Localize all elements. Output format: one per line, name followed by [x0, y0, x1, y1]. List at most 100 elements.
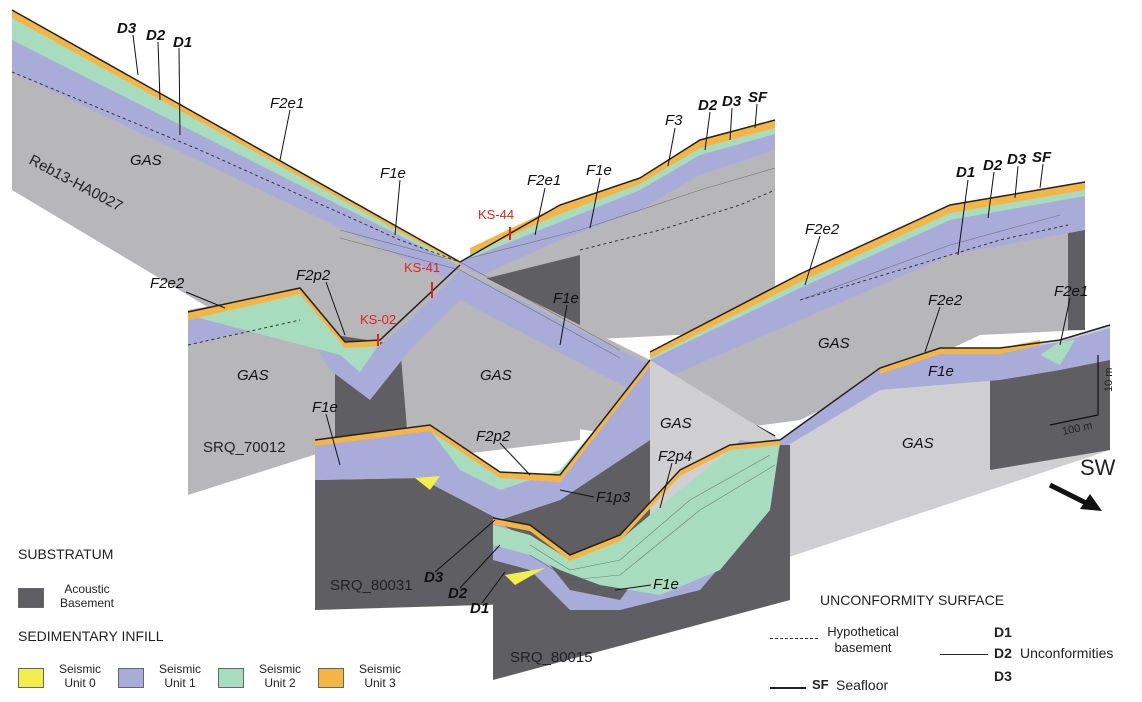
profile-srq80015: SRQ_80015 [510, 649, 593, 666]
label-d3-upper: D3 [722, 93, 742, 110]
p80031-unit2 [430, 400, 620, 490]
sw-direction: SW [1048, 455, 1116, 511]
legend-basement-line2: Basement [59, 596, 115, 610]
reflector-line [529, 454, 771, 571]
p80015-seafloor [492, 439, 781, 556]
label-d1-right: D1 [956, 164, 975, 181]
panel-srq-80015 [492, 439, 790, 680]
leader-line [279, 109, 291, 161]
label-gas-reb: GAS [130, 152, 162, 169]
legend-unit2-swatch [218, 668, 244, 688]
leader-line [157, 41, 161, 101]
legend-d2: D2 [994, 645, 1012, 661]
label-gas-mid: GAS [480, 367, 512, 384]
lr-basement [990, 350, 1110, 470]
legend-unit3-swatch [318, 668, 344, 688]
fr-unit1 [650, 188, 1085, 385]
leader-line [667, 127, 676, 167]
label-f2e1-reb: F2e1 [270, 95, 304, 112]
leader-line [729, 107, 733, 141]
label-d3-top: D3 [117, 20, 137, 37]
leader-line [704, 111, 711, 151]
legend-unit0-line2: Unit 0 [64, 676, 96, 690]
label-gas-70012: GAS [237, 367, 269, 384]
leader-line [957, 179, 969, 256]
sw-label: SW [1080, 455, 1116, 480]
p80031-unit1 [315, 365, 650, 520]
label-f1p3: F1p3 [596, 489, 631, 506]
label-f1e-mid: F1e [553, 290, 579, 307]
label-d3-right: D3 [1007, 151, 1027, 168]
label-f1e-80031: F1e [312, 399, 338, 416]
legend-unit2-line2: Unit 2 [264, 676, 296, 690]
legend-unit2-label: Seismic Unit 2 [250, 662, 310, 690]
leader-line [987, 171, 995, 219]
sw-arrow-shaft [1048, 482, 1092, 508]
legend-substratum: SUBSTRATUM [18, 546, 113, 562]
leader-line [924, 306, 941, 353]
legend-unit3-line1: Seismic [358, 662, 401, 676]
label-f2e1-upper: F2e1 [527, 172, 561, 189]
legend-sf-code: SF [812, 677, 829, 692]
ur-seafloor [459, 119, 776, 263]
p80031-seafloor [314, 359, 651, 476]
leader-line [1059, 297, 1071, 346]
panel-far-right [649, 181, 1086, 440]
sw-arrow-head [1080, 494, 1102, 511]
ur-unit2 [470, 124, 775, 258]
leader-line [499, 442, 531, 476]
leader-line [481, 571, 506, 604]
p80031-unit0 [415, 476, 440, 490]
leader-line [534, 187, 546, 236]
label-gas-lower-right: GAS [902, 435, 934, 452]
legend-unit3-label: Seismic Unit 3 [350, 662, 410, 690]
leader-line [659, 462, 673, 509]
ur-unit3 [470, 120, 775, 254]
reflector-line [529, 464, 776, 581]
label-f1e-lower-right: F1e [928, 363, 954, 380]
leader-line [804, 235, 821, 286]
leader-line [589, 177, 601, 229]
legend-substratum-title: SUBSTRATUM [18, 546, 114, 562]
label-f2e2-left: F2e2 [150, 275, 185, 292]
reflector-line [339, 229, 621, 351]
leader-line [559, 489, 595, 498]
label-gas-80031: GAS [660, 415, 692, 432]
legend-unconformity-title: UNCONFORMITY SURFACE [820, 592, 1005, 608]
label-f3: F3 [665, 112, 683, 129]
legend-unit1-line1: Seismic [158, 662, 201, 676]
reflectors [339, 167, 1061, 581]
legend-hypothetical-line2: basement [834, 640, 892, 655]
p70012-unit3 [188, 288, 380, 348]
legend-unit0-label: Seismic Unit 0 [50, 662, 110, 690]
legend-unit0-swatch [18, 668, 44, 688]
legend-d3: D3 [994, 668, 1012, 684]
p70012-hypo [187, 319, 301, 346]
legend-d1: D1 [994, 624, 1012, 640]
label-d1-front: D1 [470, 600, 489, 617]
legend-hypothetical-line1: Hypothetical [827, 624, 899, 639]
legend-hypothetical-line [770, 638, 818, 639]
leader-line [178, 47, 181, 136]
scale-bar-lines [1049, 355, 1099, 426]
legend-basement-line1: Acoustic [64, 582, 110, 596]
label-f1e-center: F1e [380, 165, 406, 182]
leader-line [325, 281, 346, 336]
legend-infill-title: SEDIMENTARY INFILL [18, 628, 164, 644]
legend-basement-swatch [18, 588, 44, 608]
p70012-seafloor [187, 264, 461, 343]
label-f1e-upper: F1e [586, 162, 612, 179]
legend-basement-label: Acoustic Basement [52, 582, 122, 610]
panel-lower-right [779, 324, 1111, 560]
profile-srq80031: SRQ_80031 [330, 577, 413, 594]
leader-lines [132, 34, 1071, 604]
legend-unit1-swatch [118, 668, 144, 688]
reb-hypothetical-basement [11, 71, 461, 263]
profile-srq70012: SRQ_70012 [203, 439, 286, 456]
legend-unit1-line2: Unit 1 [164, 676, 196, 690]
legend-sf-label: Seafloor [836, 677, 889, 693]
label-d1-top: D1 [173, 34, 192, 51]
ur-unit1 [460, 126, 775, 285]
panel-srq-70012 [187, 264, 650, 495]
label-sf-upper: SF [748, 89, 768, 106]
